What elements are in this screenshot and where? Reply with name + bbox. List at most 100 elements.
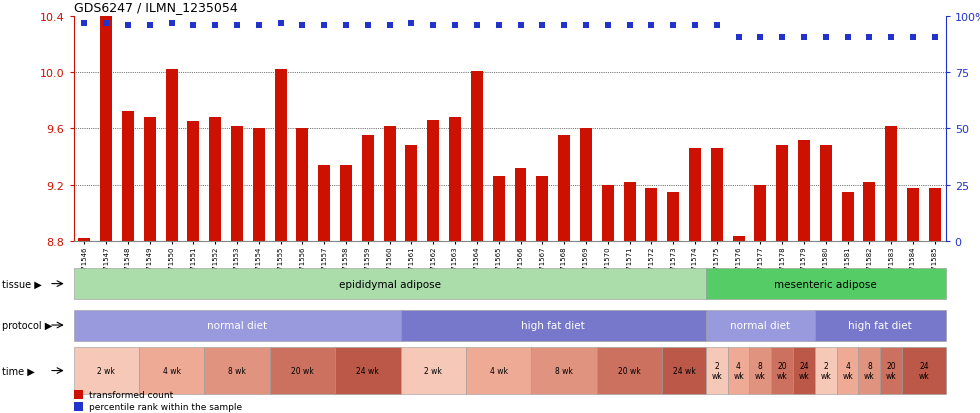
Bar <box>842 192 854 242</box>
Bar <box>471 71 483 242</box>
Bar <box>885 126 897 242</box>
Bar <box>122 112 134 242</box>
Bar <box>706 268 946 299</box>
Point <box>295 23 311 30</box>
Bar <box>74 347 139 394</box>
Point <box>272 20 288 27</box>
Bar <box>907 188 919 242</box>
Text: time ▶: time ▶ <box>2 366 34 376</box>
Text: 2 wk: 2 wk <box>97 366 115 375</box>
Point <box>774 34 790 41</box>
Bar <box>466 347 531 394</box>
Bar <box>602 185 613 242</box>
Bar <box>274 70 286 242</box>
Text: 8 wk: 8 wk <box>228 366 246 375</box>
Bar <box>814 347 837 394</box>
Bar <box>340 166 352 242</box>
Bar <box>646 188 658 242</box>
Text: percentile rank within the sample: percentile rank within the sample <box>89 402 242 411</box>
Bar <box>793 347 814 394</box>
Text: epididymal adipose: epididymal adipose <box>339 279 441 289</box>
Bar <box>335 347 401 394</box>
Text: 4
wk: 4 wk <box>842 361 853 380</box>
Bar <box>706 347 727 394</box>
Text: 8 wk: 8 wk <box>556 366 573 375</box>
Bar <box>755 185 766 242</box>
Bar <box>187 122 199 242</box>
Text: protocol ▶: protocol ▶ <box>2 320 52 330</box>
Point <box>665 23 681 30</box>
Point <box>840 34 856 41</box>
Bar <box>880 347 902 394</box>
Bar <box>401 347 466 394</box>
Point <box>98 20 114 27</box>
Point <box>883 34 899 41</box>
Text: transformed count: transformed count <box>89 390 173 399</box>
Bar <box>858 347 880 394</box>
Bar <box>74 402 83 411</box>
Bar <box>318 166 330 242</box>
Point <box>927 34 943 41</box>
Bar <box>727 347 750 394</box>
Bar <box>144 118 156 242</box>
Bar <box>863 183 875 242</box>
Bar <box>689 149 701 242</box>
Bar <box>580 129 592 242</box>
Point <box>164 20 179 27</box>
Bar <box>406 146 417 242</box>
Text: tissue ▶: tissue ▶ <box>2 279 42 289</box>
Bar <box>100 0 112 242</box>
Bar <box>297 129 309 242</box>
Point <box>796 34 811 41</box>
Point <box>404 20 419 27</box>
Point <box>229 23 245 30</box>
Bar <box>820 146 832 242</box>
Text: 20 wk: 20 wk <box>618 366 641 375</box>
Text: mesenteric adipose: mesenteric adipose <box>774 279 877 289</box>
Text: 2
wk: 2 wk <box>820 361 831 380</box>
Point <box>121 23 136 30</box>
Text: 4 wk: 4 wk <box>490 366 508 375</box>
Text: 4 wk: 4 wk <box>163 366 180 375</box>
Point <box>76 20 92 27</box>
Bar <box>362 136 373 242</box>
Point <box>578 23 594 30</box>
Bar <box>139 347 205 394</box>
Bar <box>401 310 706 341</box>
Bar <box>667 192 679 242</box>
Point <box>621 23 637 30</box>
Text: 24 wk: 24 wk <box>672 366 696 375</box>
Point <box>861 34 877 41</box>
Bar <box>74 310 401 341</box>
Point <box>469 23 485 30</box>
Bar <box>536 177 548 242</box>
Point <box>687 23 703 30</box>
Text: 2
wk: 2 wk <box>711 361 722 380</box>
Bar <box>750 347 771 394</box>
Bar <box>531 347 597 394</box>
Bar <box>776 146 788 242</box>
Point <box>491 23 507 30</box>
Bar <box>798 140 809 242</box>
Point <box>251 23 267 30</box>
Text: 4
wk: 4 wk <box>733 361 744 380</box>
Point <box>600 23 615 30</box>
Point <box>208 23 223 30</box>
Text: 24 wk: 24 wk <box>357 366 379 375</box>
Bar <box>929 188 941 242</box>
Text: normal diet: normal diet <box>207 320 268 330</box>
Point <box>906 34 921 41</box>
Bar <box>74 268 706 299</box>
Bar <box>210 118 221 242</box>
Bar <box>514 169 526 242</box>
Point <box>534 23 550 30</box>
Bar <box>710 149 722 242</box>
Text: 2 wk: 2 wk <box>424 366 442 375</box>
Text: GDS6247 / ILMN_1235054: GDS6247 / ILMN_1235054 <box>74 1 237 14</box>
Text: 20
wk: 20 wk <box>886 361 897 380</box>
Point <box>185 23 201 30</box>
Point <box>382 23 398 30</box>
Bar <box>253 129 265 242</box>
Bar <box>623 183 635 242</box>
Bar <box>733 236 745 242</box>
